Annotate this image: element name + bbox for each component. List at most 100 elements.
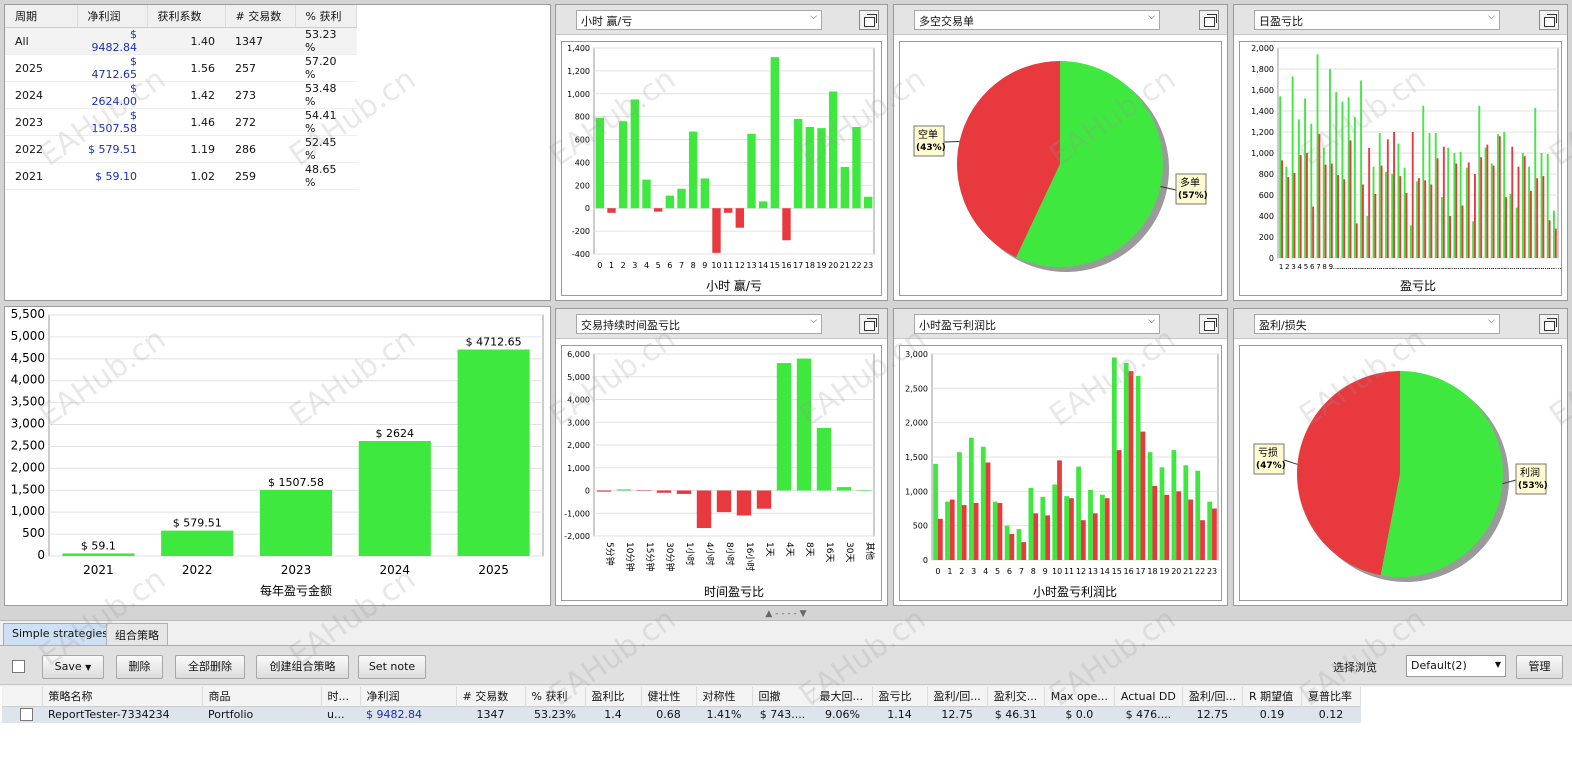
bar <box>1325 165 1327 258</box>
col-period[interactable]: 周期 <box>5 5 77 28</box>
x-tick-label: 4 <box>1298 263 1303 271</box>
x-tick-label: 8 <box>1031 567 1036 576</box>
popout-icon[interactable] <box>1199 10 1219 30</box>
bar <box>962 505 967 560</box>
bar <box>1493 166 1495 258</box>
delete-button[interactable]: 删除 <box>116 655 163 679</box>
grid-col-header[interactable]: 时... <box>321 687 360 706</box>
bar <box>1281 160 1283 258</box>
grid-col-header[interactable]: R 期望值 <box>1243 687 1302 706</box>
grid-col-header[interactable]: % 获利 <box>525 687 585 706</box>
profit-factor-cell: 1.02 <box>147 163 225 190</box>
chart-type-dropdown[interactable]: 交易持续时间盈亏比⌵ <box>576 314 822 334</box>
panel-header: 日盈亏比⌵ <box>1234 5 1567 35</box>
chart-type-dropdown[interactable]: 盈利/损失⌵ <box>1254 314 1500 334</box>
x-tick-label: 16天 <box>824 542 834 562</box>
popout-icon[interactable] <box>859 314 879 334</box>
profit-factor-cell: 1.40 <box>147 28 225 55</box>
bar <box>1387 139 1389 258</box>
x-tick-label: 3 <box>1291 263 1295 271</box>
chart-type-dropdown[interactable]: 日盈亏比⌵ <box>1254 10 1500 30</box>
grid-col-header[interactable]: 最大回... <box>813 687 872 706</box>
chart-type-dropdown[interactable]: 小时 赢/亏⌵ <box>576 10 822 30</box>
grid-col-header[interactable]: 盈利比 <box>585 687 641 706</box>
grid-col-header[interactable]: 对称性 <box>696 687 752 706</box>
x-tick-label: 9 <box>1043 567 1048 576</box>
popout-icon[interactable] <box>1539 10 1559 30</box>
col-win-pct[interactable]: % 获利 <box>295 5 357 28</box>
browse-select[interactable]: Default(2)▼ <box>1406 655 1506 677</box>
grid-cell: $ 476.... <box>1114 706 1182 723</box>
bar <box>945 502 950 560</box>
grid-col-header[interactable]: 盈亏比 <box>872 687 927 706</box>
bar <box>701 178 709 208</box>
grid-cell: 12.75 <box>1182 706 1242 723</box>
bar <box>1462 206 1464 259</box>
bar <box>841 167 849 208</box>
y-tick-label: 200 <box>1259 233 1274 242</box>
x-tick-label: 19 <box>1159 567 1169 576</box>
tab-simple-strategies[interactable]: Simple strategies <box>3 623 117 645</box>
chart-type-dropdown[interactable]: 多空交易单⌵ <box>914 10 1160 30</box>
data-label: $ 59.1 <box>81 539 116 552</box>
delete-all-button[interactable]: 全部删除 <box>175 655 245 679</box>
grid-col-header[interactable]: 策略名称 <box>42 687 202 706</box>
x-tick-label: ...... <box>1548 263 1561 271</box>
grid-col-header[interactable]: 盈利交... <box>987 687 1044 706</box>
bar <box>950 500 955 560</box>
row-checkbox[interactable] <box>20 708 33 721</box>
create-combo-button[interactable]: 创建组合策略 <box>256 655 349 679</box>
popout-icon[interactable] <box>859 10 879 30</box>
grid-col-header[interactable]: 盈利/回... <box>927 687 987 706</box>
y-tick-label: 3,000 <box>905 350 928 359</box>
bar <box>1511 147 1513 258</box>
bar <box>617 489 631 490</box>
trades-cell: 273 <box>225 82 295 109</box>
bar <box>1366 216 1368 258</box>
splitter-handle[interactable]: ▲ - - - - ▼ <box>0 608 1572 620</box>
bar <box>998 503 1003 560</box>
select-all-checkbox[interactable] <box>12 660 25 673</box>
save-button[interactable]: Save ▼ <box>42 655 104 679</box>
bar <box>62 553 134 556</box>
grid-col-header[interactable]: Actual DD <box>1114 687 1182 706</box>
col-trades[interactable]: # 交易数 <box>225 5 295 28</box>
popout-icon[interactable] <box>1539 314 1559 334</box>
grid-col-header[interactable]: Max ope... <box>1044 687 1114 706</box>
popout-icon[interactable] <box>1199 314 1219 334</box>
x-tick-label: 3 <box>632 261 637 270</box>
grid-col-header[interactable]: 夏普比率 <box>1302 687 1361 706</box>
grid-col-header[interactable]: 净利润 <box>360 687 456 706</box>
chart-type-dropdown[interactable]: 小时盈亏利润比⌵ <box>914 314 1160 334</box>
data-label: $ 2624 <box>376 427 415 440</box>
grid-col-header[interactable]: 盈利/回... <box>1182 687 1242 706</box>
grid-col-header[interactable]: 商品 <box>202 687 321 706</box>
x-tick-label: 5 <box>656 261 661 270</box>
bar <box>1460 152 1462 258</box>
grid-col-header[interactable]: 健壮性 <box>641 687 696 706</box>
data-label: $ 579.51 <box>173 517 222 530</box>
panel-header: 多空交易单⌵ <box>894 5 1227 35</box>
grid-col-header[interactable]: 回撤 <box>752 687 813 706</box>
tab-combo-strategies[interactable]: 组合策略 <box>106 623 168 645</box>
bar <box>607 208 615 213</box>
col-net-profit[interactable]: 净利润 <box>77 5 147 28</box>
y-tick-label: 600 <box>575 136 590 145</box>
set-note-button[interactable]: Set note <box>358 655 426 679</box>
grid-col-header[interactable]: # 交易数 <box>456 687 525 706</box>
col-profit-factor[interactable]: 获利系数 <box>147 5 225 28</box>
grid-cell: 1.4 <box>585 706 641 723</box>
bar <box>771 57 779 208</box>
bar <box>1312 207 1314 258</box>
bar <box>1449 216 1451 258</box>
manage-button[interactable]: 管理 <box>1516 655 1563 679</box>
